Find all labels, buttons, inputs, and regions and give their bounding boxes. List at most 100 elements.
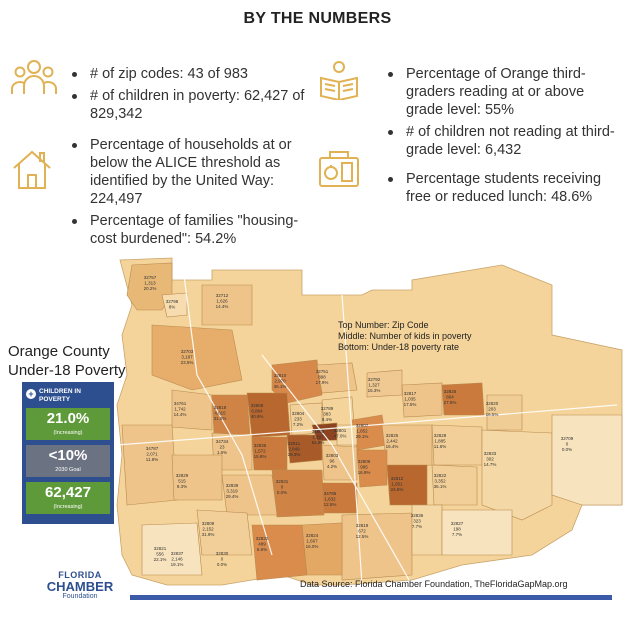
card-heading-text: CHILDREN IN POVERTY [39,388,81,403]
zip-label-line: 7.7% [452,532,462,537]
zip-label: 32807 1,852 29.1% [356,423,369,439]
florida-chamber-logo: FLORIDA CHAMBER Foundation [40,570,120,601]
zip-label-line: 1,035 [404,397,416,402]
zip-label-line: 32830 [216,551,229,556]
stat-current-rate: 21.0% (Increasing) [26,408,110,440]
zip-region [486,394,523,431]
zip-label-line: 1.6% [217,450,227,455]
zip-label-line: 27.9% [444,400,457,405]
zip-label-line: 32832 [256,536,269,541]
zip-label-line: 0.0% [217,562,227,567]
zip-label-line: 6,864 [251,409,263,414]
zip-label-line: 2,442 [386,439,398,444]
zip-label-line: 32812 [391,476,404,481]
stat-value: <10% [48,447,88,464]
list-item: # of zip codes: 43 of 983 [68,65,308,83]
zip-region [551,414,623,506]
zip-label-line: 4.2% [327,464,337,469]
zip-label: 32798 8% [166,299,179,310]
zip-label-line: 32836 [411,513,424,518]
stat-value: 21.0% [46,410,90,427]
zip-label-line: 36.1% [434,484,447,489]
zip-label-line: 672 [358,529,366,534]
zip-label: 32804 233 7.2% [292,411,305,427]
zip-label: 32832 489 6.6% [256,536,269,552]
zip-label-line: 32821 [154,546,167,551]
zip-label: 32824 1,667 16.0% [306,533,319,549]
zip-label-line: 32833 [484,451,497,456]
lunch-tray-icon [319,151,359,187]
zip-region [201,284,253,326]
zip-label-line: 32824 [306,533,319,538]
zip-label-line: 24.6% [391,487,404,492]
data-source: Data Source: Florida Chamber Foundation,… [300,579,568,589]
reading-icon [320,61,358,100]
list-item: Percentage of Orange third-graders readi… [384,65,624,119]
zip-label-line: 556 [156,552,164,557]
zip-label-line: 32829 [176,473,189,478]
road [261,354,413,586]
stat-value: 62,427 [45,484,91,501]
left-stats-list: # of zip codes: 43 of 983 # of children … [68,65,308,127]
zip-label: 32839 3,319 29.4% [226,483,239,499]
zip-label-line: 9.3% [177,484,187,489]
stat-note: (Increasing) [53,430,83,436]
zip-label-line: 8.4% [322,417,332,422]
zip-region [481,429,553,521]
zip-label-line: 32805 [312,429,325,434]
zip-label: 34734 23 1.6% [216,439,229,455]
zip-label-line: 14.4% [216,304,229,309]
zip-label: 32821 556 22.1% [154,546,167,562]
zip-label-line: 323 [413,519,421,524]
list-item: Percentage of households at or below the… [68,136,308,208]
zip-label-line: 17.5% [404,402,417,407]
road [181,259,273,556]
zip-label-line: 1,742 [174,407,186,412]
zip-label-line: 0 [221,557,224,562]
zip-region [356,449,388,488]
zip-label-line: 47.0% [334,434,347,439]
zip-region [286,434,323,464]
list-item: # of children in poverty: 62,427 of 829,… [68,87,308,123]
zip-label-line: 1,572 [254,449,266,454]
zip-label: 32803 96 4.2% [326,453,339,469]
zip-label-line: 32792 [368,377,381,382]
zip-label: 32836 323 7.7% [411,513,424,529]
zip-label-line: 11.8% [146,457,158,462]
zip-label-line: 898 [318,375,326,380]
zip-label-line: 36.1% [274,384,287,389]
zip-label-line: 12.5% [324,502,337,507]
zip-label-line: 198 [453,527,461,532]
zip-label-line: 96 [329,459,335,464]
zip-label-line: 32822 [434,473,447,478]
zip-label-line: 31.9% [202,532,215,537]
zip-label: 32805 1,197 52.9% [312,429,325,445]
zip-code-map: 32757 1,313 20.2%32798 8%32712 1,626 14.4%327… [116,257,623,586]
logo-line3: Foundation [62,593,98,600]
zip-label-line: 1,632 [324,497,336,502]
zip-region [431,464,478,506]
zip-label-line: 32826 [444,389,457,394]
zip-region [366,369,403,398]
map-legend: Top Number: Zip Code Middle: Number of k… [338,320,472,353]
zip-label: 32817 1,035 17.5% [404,391,417,407]
zip-label-line: 16.4% [386,444,399,449]
road [116,404,618,446]
zip-label-line: 32810 [274,373,287,378]
zip-region [271,359,323,404]
zip-region [171,454,223,501]
list-item: Percentage of families "housing-cost bur… [68,212,308,248]
zip-label-line: 52.9% [312,440,325,445]
zip-label-line: 0 [281,485,284,490]
zip-label-line: 22.1% [154,557,167,562]
side-panel-title: Orange County Under-18 Poverty [8,343,126,379]
zip-label: 32709 0 0.0% [561,436,574,452]
poverty-card: + CHILDREN IN POVERTY 21.0% (Increasing)… [22,382,114,524]
zip-label: 34761 1,742 14.4% [174,401,187,417]
zip-label: 32703 3,187 23.5% [181,349,194,365]
zip-label-line: 32751 [316,369,329,374]
zip-label: 32712 1,626 14.4% [216,293,229,309]
zip-label-line: 29.4% [226,494,239,499]
zip-label-line: 32817 [404,391,417,396]
zip-label-line: 383 [323,412,331,417]
